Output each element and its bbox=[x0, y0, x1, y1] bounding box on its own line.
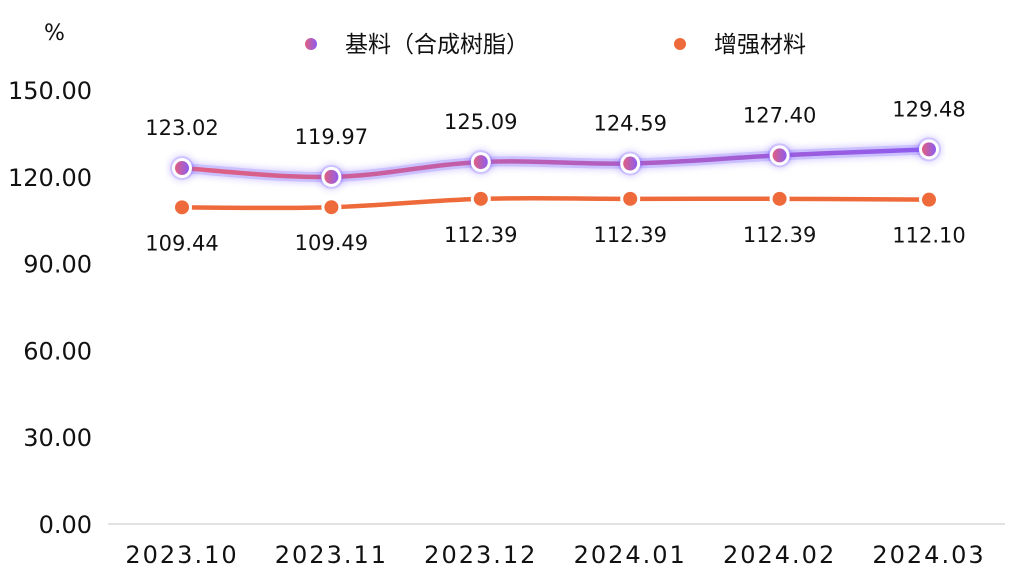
series-0: 123.02 119.97 125.09 124.59 127.40 129.48 bbox=[145, 97, 966, 189]
y-unit-label: % bbox=[44, 21, 65, 46]
data-label: 112.39 bbox=[743, 223, 816, 247]
y-tick-label: 0.00 bbox=[39, 511, 92, 539]
data-label: 119.97 bbox=[295, 125, 368, 149]
data-point[interactable] bbox=[772, 148, 787, 163]
y-tick-label: 60.00 bbox=[23, 337, 92, 365]
data-label: 109.44 bbox=[145, 231, 218, 255]
data-label: 127.40 bbox=[743, 103, 816, 127]
legend-marker-icon bbox=[674, 38, 686, 50]
data-point[interactable] bbox=[623, 191, 638, 206]
data-point[interactable] bbox=[623, 156, 638, 171]
data-label: 124.59 bbox=[593, 112, 666, 136]
legend-item-0[interactable]: 基料（合成树脂） bbox=[282, 32, 529, 58]
y-tick-label: 120.00 bbox=[8, 164, 92, 192]
data-point[interactable] bbox=[772, 191, 787, 206]
x-tick-label: 2023.11 bbox=[275, 541, 388, 569]
data-point[interactable] bbox=[324, 169, 339, 184]
data-point[interactable] bbox=[324, 200, 339, 215]
series-line bbox=[179, 147, 932, 180]
legend: 基料（合成树脂） 增强材料 bbox=[282, 32, 806, 58]
data-point[interactable] bbox=[175, 161, 189, 176]
x-tick-label: 2023.12 bbox=[424, 541, 537, 569]
data-label: 129.48 bbox=[892, 97, 965, 121]
legend-item-1[interactable]: 增强材料 bbox=[651, 32, 806, 58]
data-point[interactable] bbox=[922, 142, 936, 157]
data-point[interactable] bbox=[175, 200, 189, 215]
series-layer: 123.02 119.97 125.09 124.59 127.40 129.48 109.… bbox=[145, 97, 965, 255]
data-label: 125.09 bbox=[444, 110, 517, 134]
x-tick-label: 2024.01 bbox=[574, 541, 687, 569]
data-label: 109.49 bbox=[295, 231, 368, 255]
legend-label: 增强材料 bbox=[714, 32, 806, 58]
y-tick-label: 150.00 bbox=[8, 77, 92, 105]
series-line bbox=[179, 195, 932, 211]
x-tick-label: 2024.02 bbox=[723, 541, 836, 569]
data-label: 112.39 bbox=[444, 223, 517, 247]
legend-marker-icon bbox=[305, 38, 317, 50]
data-point[interactable] bbox=[922, 192, 936, 207]
legend-label: 基料（合成树脂） bbox=[345, 32, 529, 58]
x-tick-label: 2024.03 bbox=[872, 541, 985, 569]
y-tick-label: 30.00 bbox=[23, 424, 92, 452]
x-axis: 2023.10 2023.11 2023.12 2024.01 2024.02 2024.… bbox=[125, 541, 985, 569]
y-tick-label: 90.00 bbox=[23, 251, 92, 279]
data-label: 112.39 bbox=[593, 223, 666, 247]
series-1: 109.44 109.49 112.39 112.39 112.39 112.10 bbox=[145, 188, 966, 255]
data-label: 112.10 bbox=[892, 224, 965, 248]
data-point[interactable] bbox=[473, 191, 488, 206]
x-tick-label: 2023.10 bbox=[125, 541, 238, 569]
data-point[interactable] bbox=[473, 155, 488, 170]
data-label: 123.02 bbox=[145, 116, 218, 140]
y-axis: 0.00 30.00 60.00 90.00 120.00 150.00 bbox=[8, 77, 92, 539]
